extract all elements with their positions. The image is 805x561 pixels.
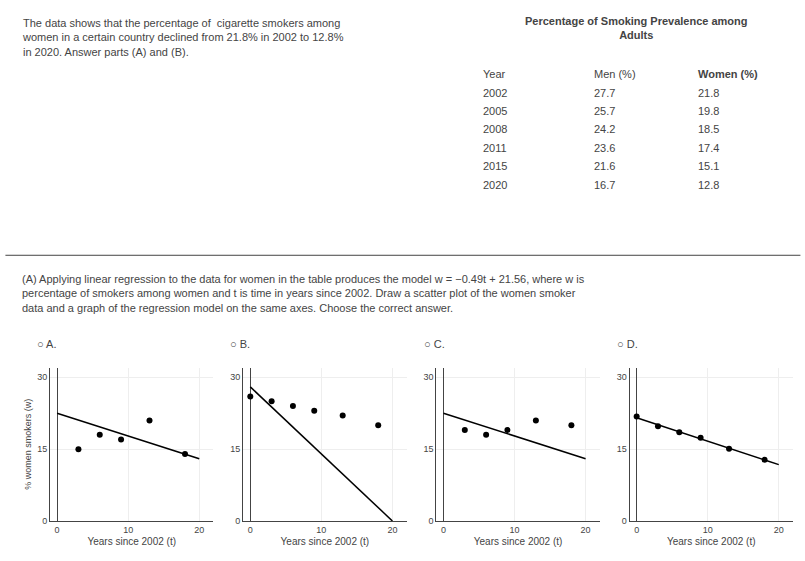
svg-text:21.8: 21.8 xyxy=(698,87,719,99)
svg-text:15: 15 xyxy=(230,444,240,454)
svg-text:0: 0 xyxy=(248,525,253,535)
svg-text:15.1: 15.1 xyxy=(698,160,719,172)
svg-text:10: 10 xyxy=(703,525,713,535)
svg-text:0: 0 xyxy=(634,525,639,535)
svg-text:Years since 2002 (t): Years since 2002 (t) xyxy=(667,536,756,547)
svg-text:20: 20 xyxy=(387,525,397,535)
svg-text:10: 10 xyxy=(316,525,326,535)
svg-text:25.7: 25.7 xyxy=(594,105,615,117)
svg-text:Years since 2002 (t): Years since 2002 (t) xyxy=(87,536,176,547)
svg-text:Women (%): Women (%) xyxy=(698,68,758,80)
svg-text:Men (%): Men (%) xyxy=(594,68,636,80)
svg-text:2020: 2020 xyxy=(483,179,507,191)
svg-text:% women smokers (w): % women smokers (w) xyxy=(23,399,33,490)
svg-text:○ A.: ○ A. xyxy=(37,338,57,350)
svg-text:Years since 2002 (t): Years since 2002 (t) xyxy=(281,536,370,547)
svg-text:10: 10 xyxy=(123,525,133,535)
svg-text:21.6: 21.6 xyxy=(594,160,615,172)
svg-text:15: 15 xyxy=(424,444,434,454)
svg-text:2008: 2008 xyxy=(483,123,507,135)
svg-text:20: 20 xyxy=(774,525,784,535)
svg-text:0: 0 xyxy=(55,525,60,535)
svg-text:20: 20 xyxy=(581,525,591,535)
svg-text:12.8: 12.8 xyxy=(698,179,719,191)
svg-text:30: 30 xyxy=(37,372,47,382)
svg-text:2005: 2005 xyxy=(483,105,507,117)
svg-text:(A) Applying linear regression: (A) Applying linear regression to the da… xyxy=(22,273,585,314)
svg-text:23.6: 23.6 xyxy=(594,142,615,154)
svg-text:0: 0 xyxy=(622,516,627,526)
svg-text:15: 15 xyxy=(617,444,627,454)
svg-text:Years since 2002 (t): Years since 2002 (t) xyxy=(474,536,563,547)
svg-text:0: 0 xyxy=(441,525,446,535)
svg-text:18.5: 18.5 xyxy=(698,123,719,135)
svg-text:10: 10 xyxy=(510,525,520,535)
svg-text:2011: 2011 xyxy=(483,142,507,154)
svg-text:0: 0 xyxy=(42,516,47,526)
svg-text:Year: Year xyxy=(483,68,506,80)
svg-text:19.8: 19.8 xyxy=(698,105,719,117)
svg-text:0: 0 xyxy=(429,516,434,526)
svg-text:2002: 2002 xyxy=(483,87,507,99)
svg-text:30: 30 xyxy=(230,372,240,382)
svg-text:0: 0 xyxy=(235,516,240,526)
svg-text:27.7: 27.7 xyxy=(594,87,615,99)
svg-text:30: 30 xyxy=(424,372,434,382)
svg-text:○ B.: ○ B. xyxy=(230,338,250,350)
svg-text:15: 15 xyxy=(37,444,47,454)
svg-text:The data shows that the percen: The data shows that the percentage of ci… xyxy=(22,17,344,58)
svg-text:24.2: 24.2 xyxy=(594,123,615,135)
svg-text:○ D.: ○ D. xyxy=(617,338,638,350)
svg-text:30: 30 xyxy=(617,372,627,382)
svg-text:○ C.: ○ C. xyxy=(424,338,445,350)
svg-text:20: 20 xyxy=(194,525,204,535)
svg-text:16.7: 16.7 xyxy=(594,179,615,191)
svg-text:Percentage of Smoking Prevalen: Percentage of Smoking Prevalence amongAd… xyxy=(525,15,748,41)
svg-text:2015: 2015 xyxy=(483,160,507,172)
svg-text:17.4: 17.4 xyxy=(698,142,719,154)
